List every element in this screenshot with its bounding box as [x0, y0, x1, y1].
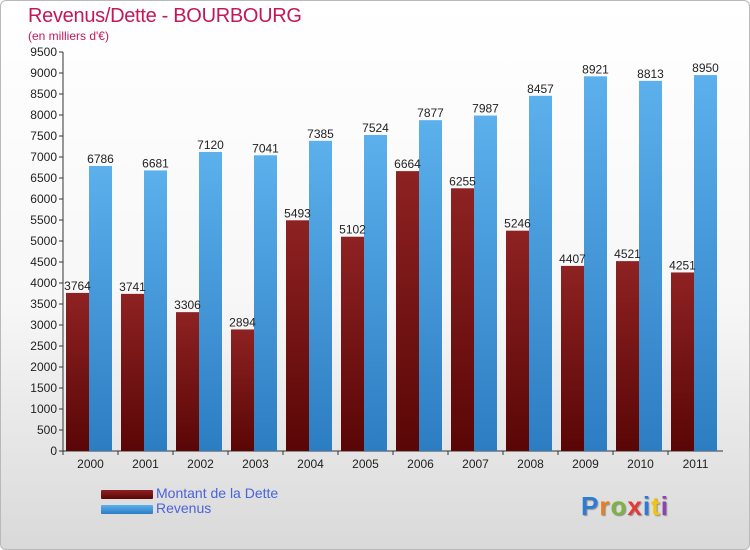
data-label-revenus: 6786	[87, 152, 114, 166]
bar-dette	[561, 265, 584, 451]
data-label-revenus: 7524	[362, 121, 389, 135]
data-label-revenus: 8950	[692, 61, 719, 75]
legend-swatch-dette	[101, 490, 153, 499]
bar-revenus	[309, 140, 332, 451]
x-tick-label: 2010	[627, 457, 654, 471]
bar-revenus	[639, 80, 662, 451]
y-tick-label: 5000	[30, 234, 57, 248]
x-tick-label: 2001	[132, 457, 159, 471]
bar-dette	[396, 171, 419, 451]
bar-revenus	[584, 76, 607, 452]
bar-revenus	[144, 170, 167, 451]
bar-dette	[616, 261, 639, 451]
data-label-revenus: 7120	[197, 138, 224, 152]
proxiti-logo: Proxiti	[581, 491, 669, 522]
y-tick-label: 9500	[30, 45, 57, 59]
y-tick-label: 5500	[30, 213, 57, 227]
data-label-dette: 5102	[339, 223, 366, 237]
data-label-revenus: 7877	[417, 106, 444, 120]
bar-revenus	[419, 120, 442, 451]
y-tick-label: 6000	[30, 192, 57, 206]
x-tick-label: 2005	[352, 457, 379, 471]
logo-letter: i	[660, 491, 669, 521]
data-label-revenus: 8813	[637, 67, 664, 81]
data-label-revenus: 8457	[527, 82, 554, 96]
y-tick-label: 4000	[30, 276, 57, 290]
logo-letter: x	[627, 491, 643, 521]
y-tick-label: 1000	[30, 402, 57, 416]
bar-dette	[671, 272, 694, 451]
legend-label-dette: Montant de la Dette	[156, 485, 279, 501]
y-tick-label: 3500	[30, 297, 57, 311]
logo-letter: o	[610, 491, 628, 521]
y-tick-label: 500	[37, 423, 57, 437]
data-label-dette: 6255	[449, 174, 476, 188]
bar-revenus	[694, 75, 717, 451]
x-tick-label: 2007	[462, 457, 489, 471]
x-tick-label: 2008	[517, 457, 544, 471]
data-label-dette: 4407	[559, 252, 586, 266]
y-tick-label: 2500	[30, 339, 57, 353]
bar-revenus	[364, 134, 387, 451]
logo-letter: i	[642, 491, 652, 521]
data-label-dette: 3764	[64, 279, 91, 293]
bars-layer	[66, 75, 717, 452]
bar-dette	[341, 236, 364, 451]
data-label-dette: 3741	[119, 280, 146, 294]
bar-revenus	[254, 155, 277, 451]
y-tick-label: 0	[50, 444, 57, 458]
y-tick-label: 8500	[30, 87, 57, 101]
legend-label-revenus: Revenus	[156, 500, 212, 516]
bar-dette	[506, 230, 529, 451]
bar-revenus	[529, 95, 552, 451]
x-tick-label: 2000	[77, 457, 104, 471]
data-label-revenus: 8921	[582, 62, 609, 76]
data-label-dette: 3306	[174, 298, 201, 312]
logo-letter: P	[581, 491, 600, 521]
data-label-revenus: 6681	[142, 156, 169, 170]
bar-dette	[176, 312, 199, 451]
x-tick-label: 2011	[683, 457, 709, 471]
x-tick-label: 2004	[297, 457, 324, 471]
data-label-dette: 5493	[284, 206, 311, 220]
legend-swatch-revenus	[101, 505, 153, 514]
data-label-revenus: 7385	[307, 127, 334, 141]
y-tick-label: 3000	[30, 318, 57, 332]
x-tick-label: 2003	[242, 457, 269, 471]
data-labels-layer: 3764 6786 3741 6681 3306 7120 2894 7041 5493 7385…	[64, 61, 719, 329]
bar-dette	[286, 220, 309, 451]
logo-letter: t	[651, 491, 661, 521]
data-label-revenus: 7987	[472, 102, 499, 116]
x-tick-label: 2006	[407, 457, 434, 471]
bar-dette	[451, 188, 474, 452]
data-label-dette: 4521	[614, 247, 641, 261]
chart-title: Revenus/Dette - BOURBOURG	[28, 5, 302, 27]
y-tick-label: 7000	[30, 150, 57, 164]
y-tick-label: 2000	[30, 360, 57, 374]
y-tick-label: 4500	[30, 255, 57, 269]
data-label-dette: 4251	[669, 258, 696, 272]
data-label-dette: 5246	[504, 217, 531, 231]
y-tick-label: 7500	[30, 129, 57, 143]
chart-subtitle: (en milliers d'€)	[28, 29, 109, 43]
bar-revenus	[89, 165, 112, 451]
axes-layer: 0 500 1000 1500 2000 2500 3000 3500 4000 4500 5000…	[30, 45, 723, 471]
y-tick-label: 9000	[30, 66, 57, 80]
bar-revenus	[474, 115, 497, 452]
data-label-dette: 6664	[394, 157, 421, 171]
logo-letter: r	[599, 491, 611, 521]
y-tick-label: 6500	[30, 171, 57, 185]
y-tick-label: 8000	[30, 108, 57, 122]
bar-dette	[121, 293, 144, 451]
bar-dette	[66, 292, 89, 451]
data-label-dette: 2894	[229, 315, 256, 329]
bar-revenus	[199, 151, 222, 451]
x-tick-label: 2009	[572, 457, 599, 471]
data-label-revenus: 7041	[252, 141, 279, 155]
y-tick-label: 1500	[30, 381, 57, 395]
bar-dette	[231, 329, 254, 451]
x-tick-label: 2002	[187, 457, 214, 471]
